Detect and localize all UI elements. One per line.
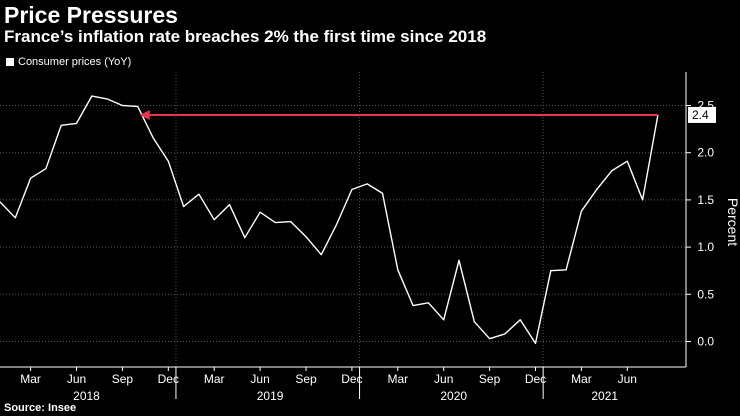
x-tick-label: Sep: [479, 372, 501, 386]
chart-subtitle: France’s inflation rate breaches 2% the …: [4, 27, 487, 46]
y-tick-label: 2.0: [697, 146, 714, 160]
callout-box: [688, 106, 716, 123]
y-axis-title: Percent: [725, 198, 740, 246]
y-tick-label: 0.5: [697, 287, 714, 301]
x-tick-label: Sep: [112, 372, 134, 386]
x-tick-label: Mar: [387, 372, 408, 386]
y-tick-label: 0.0: [697, 335, 714, 349]
year-label: 2019: [257, 389, 284, 403]
series-line-consumer-prices: [0, 95, 659, 345]
x-tick-label: Jun: [67, 372, 86, 386]
chart-title: Price Pressures: [4, 2, 178, 28]
x-tick-label: Dec: [341, 372, 362, 386]
y-tick-label: 1.5: [697, 193, 714, 207]
x-tick-label: Mar: [20, 372, 41, 386]
callout-value: 2.4: [692, 108, 709, 122]
x-tick-label: Jun: [434, 372, 453, 386]
x-tick-label: Mar: [204, 372, 225, 386]
legend: Consumer prices (YoY): [6, 56, 131, 68]
x-tick-label: Jun: [250, 372, 269, 386]
x-tick-label: Dec: [525, 372, 546, 386]
year-label: 2018: [73, 389, 100, 403]
source-note: Source: Insee: [4, 402, 77, 414]
year-label: 2020: [440, 389, 467, 403]
legend-swatch: [6, 58, 14, 66]
annotation-arrowhead: [139, 109, 150, 120]
x-tick-label: Jun: [618, 372, 637, 386]
x-tick-label: Mar: [571, 372, 592, 386]
year-label: 2021: [591, 389, 618, 403]
y-tick-label: 1.0: [697, 240, 714, 254]
legend-label: Consumer prices (YoY): [18, 56, 132, 68]
x-tick-label: Sep: [295, 372, 317, 386]
x-tick-label: Dec: [158, 372, 179, 386]
